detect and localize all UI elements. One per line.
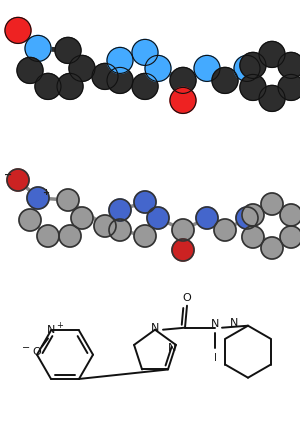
Circle shape — [59, 225, 81, 247]
Circle shape — [109, 199, 131, 221]
Circle shape — [107, 67, 133, 93]
Circle shape — [278, 52, 300, 78]
Circle shape — [172, 239, 194, 261]
Text: O: O — [33, 348, 41, 357]
Text: alamy - HWXK62: alamy - HWXK62 — [103, 425, 197, 434]
Circle shape — [107, 48, 133, 73]
Circle shape — [7, 169, 29, 191]
Circle shape — [280, 226, 300, 248]
Circle shape — [92, 63, 118, 89]
Text: O: O — [183, 293, 191, 303]
Circle shape — [134, 225, 156, 247]
Text: N: N — [47, 326, 55, 335]
Circle shape — [17, 57, 43, 84]
Circle shape — [278, 74, 300, 100]
Circle shape — [132, 40, 158, 66]
Circle shape — [71, 207, 93, 229]
Circle shape — [194, 55, 220, 81]
Circle shape — [170, 67, 196, 93]
Text: I: I — [214, 353, 216, 363]
Circle shape — [212, 67, 238, 93]
Circle shape — [69, 55, 95, 81]
Text: N: N — [211, 319, 219, 329]
Circle shape — [147, 207, 169, 229]
Circle shape — [240, 74, 266, 100]
Circle shape — [37, 225, 59, 247]
Circle shape — [196, 207, 218, 229]
Circle shape — [55, 37, 81, 63]
Circle shape — [240, 52, 266, 78]
Circle shape — [234, 55, 260, 81]
Circle shape — [134, 191, 156, 213]
Circle shape — [25, 35, 51, 62]
Circle shape — [242, 226, 264, 248]
Circle shape — [57, 73, 83, 99]
Circle shape — [132, 73, 158, 99]
Text: N: N — [151, 323, 159, 333]
Circle shape — [259, 41, 285, 67]
Circle shape — [35, 73, 61, 99]
Text: N: N — [168, 343, 176, 353]
Circle shape — [172, 219, 194, 241]
Text: −: − — [4, 170, 12, 180]
Circle shape — [242, 204, 264, 226]
Circle shape — [5, 18, 31, 44]
Circle shape — [57, 189, 79, 211]
Circle shape — [214, 219, 236, 241]
Text: +: + — [57, 321, 63, 330]
Text: N: N — [230, 318, 238, 328]
Circle shape — [145, 55, 171, 81]
Circle shape — [94, 215, 116, 237]
Circle shape — [280, 204, 300, 226]
Text: +: + — [43, 187, 50, 197]
Text: −: − — [22, 344, 30, 353]
Circle shape — [261, 237, 283, 259]
Circle shape — [261, 193, 283, 215]
Circle shape — [109, 219, 131, 241]
Circle shape — [259, 85, 285, 111]
Circle shape — [19, 209, 41, 231]
Circle shape — [27, 187, 49, 209]
Circle shape — [170, 88, 196, 114]
Circle shape — [236, 207, 258, 229]
